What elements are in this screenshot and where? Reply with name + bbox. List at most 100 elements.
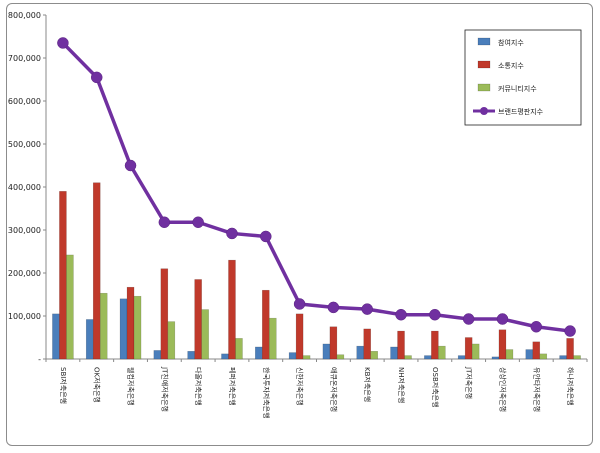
bar (424, 355, 432, 360)
bar (525, 349, 534, 360)
line-point (158, 216, 171, 229)
bar (255, 346, 263, 360)
legend-label: 브랜드평판지수 (498, 107, 544, 116)
bar (99, 292, 108, 360)
legend-label: 커뮤니티지수 (498, 84, 537, 93)
bar (491, 356, 500, 360)
bar (457, 355, 466, 360)
category-label: 하나저축은행 (566, 367, 575, 406)
category-label: 페퍼저축은행 (228, 367, 237, 406)
bar (160, 268, 169, 360)
bar (539, 353, 548, 360)
bar (295, 313, 304, 360)
line-point (395, 308, 407, 321)
bar (471, 343, 480, 360)
y-tick-label: 400,000 (8, 183, 41, 192)
bar (119, 298, 128, 360)
line-point (57, 37, 69, 49)
bar (167, 321, 176, 360)
category-label: JT친애저축은행 (160, 366, 169, 412)
bar (133, 295, 142, 360)
bar (329, 326, 338, 360)
bar (559, 355, 567, 360)
bar (194, 279, 202, 360)
category-label: 애큐온저축은행 (329, 367, 338, 412)
bar (66, 254, 74, 360)
legend-swatch (477, 60, 491, 69)
legend-swatch (477, 83, 491, 92)
bar (288, 352, 297, 360)
line-point (530, 321, 543, 333)
bar (356, 345, 364, 360)
bar (390, 346, 398, 360)
category-label: 다올저축은행 (194, 367, 203, 406)
line-point (260, 230, 272, 243)
y-tick-label: 600,000 (8, 97, 41, 106)
category-label: JT저축은행 (465, 366, 474, 399)
bars (52, 182, 581, 360)
bar (235, 338, 243, 360)
bar (566, 338, 574, 360)
category-label: 웰컴저축은행 (127, 367, 136, 406)
y-tick-label: 700,000 (8, 54, 41, 63)
bar (363, 328, 371, 360)
y-tick-label: 100,000 (8, 312, 41, 321)
bar (322, 343, 331, 360)
line-point (226, 227, 238, 240)
line-point (462, 313, 475, 325)
line-point (564, 325, 576, 337)
bar (573, 355, 581, 360)
y-tick-label: - (38, 355, 41, 364)
bar (262, 289, 270, 360)
bar (370, 351, 378, 360)
series-line (61, 41, 571, 333)
line-point (192, 216, 204, 229)
bar (92, 182, 101, 360)
bar (431, 330, 439, 360)
bar (302, 355, 311, 360)
line-point (90, 71, 103, 84)
bar (52, 313, 60, 360)
category-label: 신한저축은행 (296, 367, 305, 406)
line-point (496, 313, 509, 325)
bar (59, 191, 67, 360)
bar (269, 317, 277, 360)
bar (505, 349, 514, 360)
bar (228, 259, 236, 360)
category-label: 상상인저축은행 (498, 367, 507, 412)
bar (153, 350, 162, 360)
legend-label: 참여지수 (498, 38, 524, 47)
bar (404, 355, 412, 360)
bar (438, 345, 446, 360)
line-point (327, 301, 340, 314)
bar (464, 337, 473, 360)
bar (336, 354, 345, 360)
category-label: 한국투자저축은행 (262, 367, 271, 419)
line-point (429, 308, 441, 321)
legend-label: 소통지수 (498, 61, 524, 70)
bar (187, 351, 195, 360)
bar (397, 330, 405, 360)
line-point (124, 159, 137, 172)
legend-swatch-marker (480, 107, 488, 115)
category-label: OK저축은행 (93, 367, 102, 403)
bar (498, 329, 507, 360)
bar (126, 286, 135, 360)
category-label: 유안타저축은행 (532, 367, 541, 412)
line-point (293, 298, 306, 310)
line-point (361, 303, 373, 315)
line-series (57, 37, 576, 337)
category-label: SBI저축은행 (59, 367, 68, 404)
y-tick-label: 500,000 (8, 140, 41, 149)
bar (221, 353, 229, 360)
category-label: KB저축은행 (363, 367, 372, 402)
legend-swatch (477, 37, 491, 46)
y-tick-label: 800,000 (8, 11, 41, 20)
bar (201, 309, 209, 360)
bar (532, 341, 541, 360)
y-tick-label: 200,000 (8, 269, 41, 278)
category-label: NH저축은행 (397, 367, 406, 403)
bar (85, 319, 94, 360)
